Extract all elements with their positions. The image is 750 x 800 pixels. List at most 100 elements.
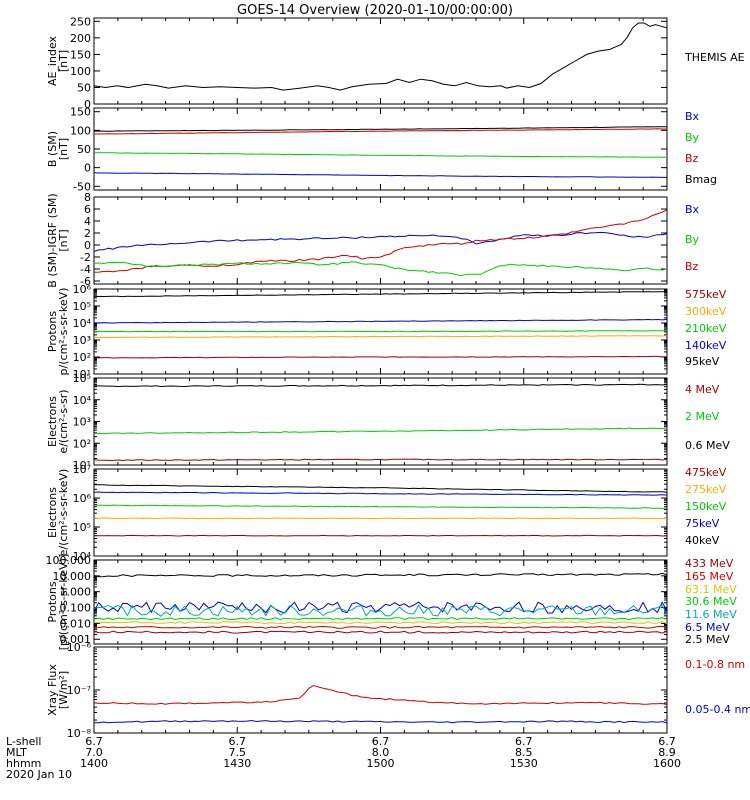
- x-tick-label-mlt: 7.5: [229, 746, 247, 759]
- y-tick-label: 10.000: [53, 570, 92, 583]
- x-row-label: hhmm: [6, 757, 41, 770]
- x-row-label: MLT: [6, 746, 27, 759]
- series-line-11-6-mev: [94, 604, 667, 617]
- y-tick-label: 8: [84, 191, 91, 204]
- y-tick-label: 10⁵: [73, 372, 91, 385]
- y-tick-label: 10³: [73, 334, 91, 347]
- y-axis-label: Electrons: [46, 487, 59, 538]
- y-axis-label: p/(cm²-s-sr-keV): [57, 288, 70, 376]
- series-line-bx: [94, 231, 667, 252]
- series-line-2-5-mev: [94, 572, 667, 578]
- y-axis-label: Electrons: [46, 396, 59, 447]
- y-tick-label: 0.010: [60, 617, 92, 630]
- series-line-themis-ae: [94, 22, 667, 91]
- series-line-150kev: [94, 504, 667, 509]
- x-row-label: L-shell: [6, 735, 42, 748]
- x-tick-label-mlt: 8.5: [515, 746, 533, 759]
- series-line-210kev: [94, 330, 667, 333]
- series-line-575kev: [94, 290, 667, 298]
- y-tick-label: 10¹: [73, 459, 91, 472]
- y-tick-label: 0: [84, 98, 91, 111]
- legend-entry: 95keV: [685, 355, 720, 368]
- panel-ae: 0 50 100 150 200 250 AE_index[nT] THEMIS AE: [46, 15, 745, 111]
- y-axis-label: e/(cm²-s-sr-keV): [57, 469, 70, 557]
- series-line-0-6-mev: [94, 383, 667, 388]
- y-tick-label: 200: [70, 32, 91, 45]
- legend-entry: Bx: [685, 110, 700, 123]
- y-axis-label: [nT]: [57, 138, 70, 160]
- series-line-bx: [94, 172, 667, 178]
- series-line-140kev: [94, 335, 667, 339]
- series-line-165-mev: [94, 625, 667, 629]
- y-axis-label: AE_index: [46, 35, 59, 86]
- panel-frame-bigrf: [93, 196, 668, 285]
- chart-title: GOES-14 Overview (2020-01-10/00:00:00): [237, 3, 513, 18]
- legend-entry: 0.1-0.8 nm: [685, 658, 745, 671]
- y-tick-label: 150: [70, 106, 91, 119]
- panel-frame-xray: [93, 646, 668, 734]
- x-tick-label-lshell: 6.7: [85, 735, 103, 748]
- y-tick-label: 10⁶: [73, 492, 92, 505]
- series-line-30-6-mev: [94, 617, 667, 621]
- y-tick-label: 0.001: [60, 633, 92, 646]
- legend-entry: 0.05-0.4 nm: [685, 703, 750, 716]
- legend-entry: 0.6 MeV: [685, 439, 730, 452]
- legend-entry: 210keV: [685, 322, 727, 335]
- y-tick-label: 0.100: [60, 602, 92, 615]
- series-line-0-05-0-4-nm: [94, 719, 667, 724]
- legend-entry: Bmag: [685, 173, 717, 186]
- legend-entry: 433 MeV: [685, 557, 734, 570]
- y-tick-label: 10⁷: [73, 463, 91, 476]
- legend-entry: 75keV: [685, 517, 720, 530]
- y-tick-label: 50: [77, 143, 91, 156]
- series-line-4-mev: [94, 458, 667, 462]
- legend-entry: 165 MeV: [685, 570, 734, 583]
- series-line-95kev: [94, 355, 667, 359]
- y-tick-label: -6: [80, 275, 91, 288]
- legend-entry: 2.5 MeV: [685, 633, 730, 646]
- y-axis-label: [nT]: [57, 229, 70, 251]
- y-axis-label: Xray Flux: [46, 664, 59, 716]
- y-axis-label: [nT]: [57, 50, 70, 72]
- y-tick-label: 0: [84, 162, 91, 175]
- y-tick-label: 10⁵: [73, 521, 91, 534]
- series-line-bz: [94, 128, 667, 135]
- panel-protons_low: 10¹ 10² 10³ 10⁴ 10⁵ 10⁶ Protonsp/(cm²-s-sr-keV…: [46, 283, 727, 381]
- y-tick-label: 10²: [73, 437, 91, 450]
- legend-entry: Bz: [685, 260, 699, 273]
- y-tick-label: 10⁴: [73, 394, 92, 407]
- series-line-275kev: [94, 517, 667, 520]
- y-tick-label: 4: [84, 215, 91, 228]
- series-line-6-5-mev: [94, 601, 667, 614]
- y-tick-label: -2: [80, 251, 91, 264]
- series-line-433-mev: [94, 630, 667, 634]
- legend-entry: 2 MeV: [685, 410, 720, 423]
- legend-entry: 140keV: [685, 339, 727, 352]
- y-axis-label: e/(cm²-s-sr): [57, 389, 70, 453]
- y-tick-label: 100: [70, 124, 91, 137]
- x-tick-label-hhmm: 1400: [80, 757, 108, 770]
- x-tick-label-mlt: 8.0: [372, 746, 390, 759]
- legend-entry: 275keV: [685, 483, 727, 496]
- y-tick-label: 10²: [73, 351, 91, 364]
- legend-entry: By: [685, 131, 700, 144]
- panel-frame-electrons_mev: [93, 377, 668, 466]
- y-tick-label: 6: [84, 203, 91, 216]
- y-axis-label: B (SM): [46, 131, 59, 167]
- y-tick-label: 10⁴: [73, 550, 92, 563]
- x-tick-label-mlt: 7.0: [85, 746, 103, 759]
- legend-entry: THEMIS AE: [684, 51, 745, 64]
- legend-entry: 150keV: [685, 500, 727, 513]
- series-line-475kev: [94, 534, 667, 537]
- y-tick-label: 10⁴: [73, 317, 92, 330]
- y-axis-label: Protons: [46, 581, 59, 622]
- x-tick-label-mlt: 8.9: [658, 746, 676, 759]
- y-tick-label: 10⁻⁶: [67, 641, 92, 654]
- x-tick-label-hhmm: 1600: [653, 757, 681, 770]
- y-tick-label: 10⁵: [73, 300, 91, 313]
